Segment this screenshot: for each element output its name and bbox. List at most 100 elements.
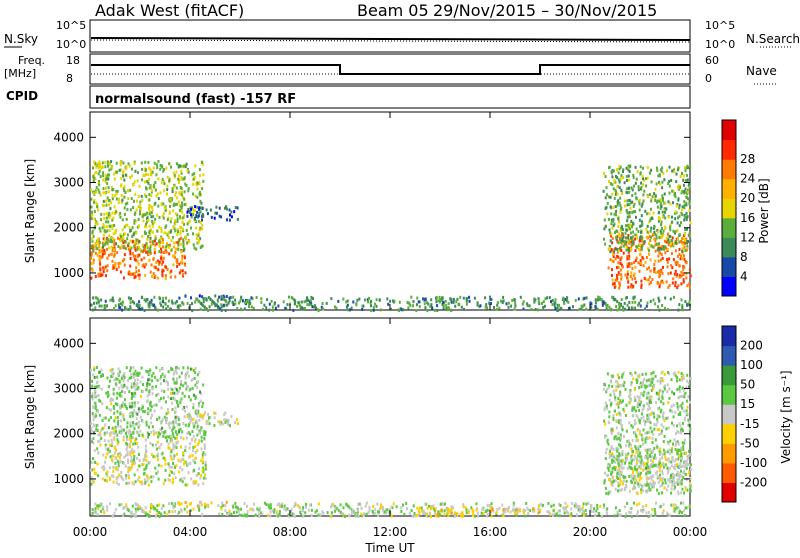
data-cell — [135, 388, 137, 391]
data-cell — [604, 243, 606, 246]
data-cell — [133, 302, 135, 305]
data-cell — [119, 212, 121, 215]
data-cell — [660, 281, 662, 284]
nsky-label: N.Sky — [4, 32, 38, 46]
data-cell — [131, 406, 133, 409]
data-cell — [281, 505, 283, 508]
data-cell — [134, 213, 136, 216]
data-cell — [130, 257, 132, 260]
data-cell — [160, 382, 162, 385]
data-cell — [662, 453, 664, 456]
data-cell — [122, 301, 124, 304]
data-cell — [612, 237, 614, 240]
data-cell — [618, 249, 620, 252]
data-cell — [190, 296, 192, 299]
data-cell — [605, 492, 607, 495]
data-cell — [195, 481, 197, 484]
data-cell — [654, 199, 656, 202]
data-cell — [180, 176, 182, 179]
data-cell — [619, 304, 621, 307]
data-cell — [121, 309, 123, 312]
data-cell — [644, 308, 646, 311]
data-cell — [214, 294, 216, 297]
data-cell — [113, 432, 115, 435]
data-cell — [120, 432, 122, 435]
data-cell — [317, 514, 319, 517]
data-cell — [614, 282, 616, 285]
data-cell — [112, 260, 114, 263]
data-cell — [643, 428, 645, 431]
data-cell — [150, 173, 152, 176]
data-cell — [351, 512, 353, 515]
data-cell — [664, 245, 666, 248]
data-cell — [130, 515, 132, 518]
data-cell — [634, 266, 636, 269]
data-cell — [93, 201, 95, 204]
data-cell — [235, 206, 237, 209]
data-cell — [180, 428, 182, 431]
data-cell — [586, 296, 588, 299]
data-cell — [160, 191, 162, 194]
data-cell — [117, 410, 119, 413]
data-cell — [107, 173, 109, 176]
data-cell — [611, 459, 613, 462]
data-cell — [228, 302, 230, 305]
data-cell — [619, 181, 621, 184]
data-cell — [657, 206, 659, 209]
data-cell — [611, 227, 613, 230]
data-cell — [630, 399, 632, 402]
data-cell — [107, 165, 109, 168]
data-cell — [669, 202, 671, 205]
data-cell — [459, 296, 461, 299]
data-cell — [186, 505, 188, 508]
data-cell — [682, 190, 684, 193]
data-cell — [119, 456, 121, 459]
data-cell — [155, 261, 157, 264]
data-cell — [117, 422, 119, 425]
data-cell — [678, 511, 680, 514]
data-cell — [175, 430, 177, 433]
data-cell — [141, 296, 143, 299]
data-cell — [129, 305, 131, 308]
data-cell — [608, 464, 610, 467]
data-cell — [150, 442, 152, 445]
data-cell — [260, 301, 262, 304]
data-cell — [184, 256, 186, 259]
data-cell — [237, 422, 239, 425]
data-cell — [155, 237, 157, 240]
data-cell — [135, 170, 137, 173]
data-cell — [120, 169, 122, 172]
data-cell — [675, 261, 677, 264]
data-cell — [685, 179, 687, 182]
data-cell — [138, 263, 140, 266]
data-cell — [274, 301, 276, 304]
data-cell — [187, 302, 189, 305]
data-cell — [679, 248, 681, 251]
data-cell — [458, 303, 460, 306]
data-cell — [152, 208, 154, 211]
data-cell — [415, 309, 417, 312]
data-cell — [168, 179, 170, 182]
data-cell — [658, 309, 660, 312]
data-cell — [669, 284, 671, 287]
data-cell — [625, 232, 627, 235]
data-cell — [141, 481, 143, 484]
data-cell — [152, 425, 154, 428]
data-cell — [148, 204, 150, 207]
data-cell — [141, 199, 143, 202]
data-cell — [636, 461, 638, 464]
data-cell — [370, 300, 372, 303]
data-cell — [193, 426, 195, 429]
data-cell — [194, 176, 196, 179]
data-cell — [284, 505, 286, 508]
data-cell — [155, 394, 157, 397]
data-cell — [156, 163, 158, 166]
data-cell — [576, 513, 578, 516]
data-cell — [630, 271, 632, 274]
data-cell — [270, 510, 272, 513]
data-cell — [136, 430, 138, 433]
data-cell — [309, 504, 311, 507]
data-cell — [629, 215, 631, 218]
data-cell — [609, 250, 611, 253]
data-cell — [124, 391, 126, 394]
